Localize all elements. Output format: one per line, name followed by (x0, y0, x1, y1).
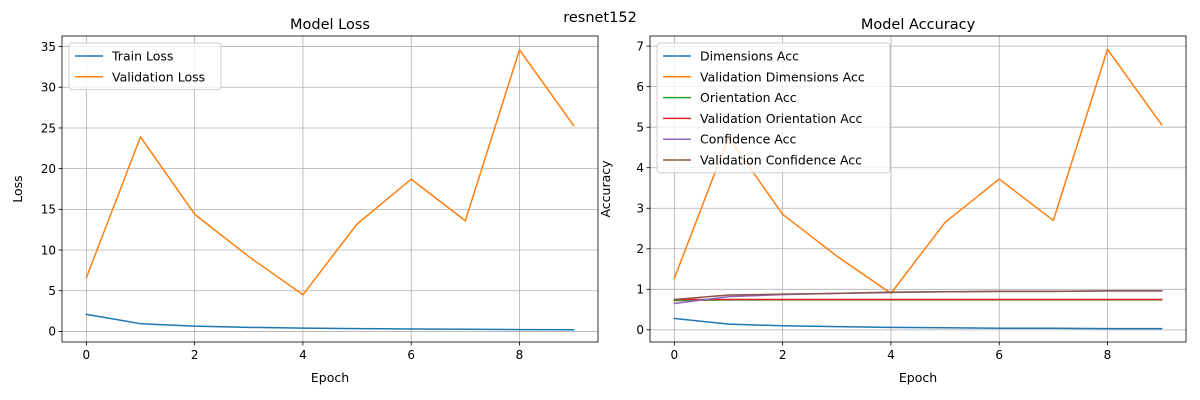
accuracy-x-tick-label: 4 (887, 348, 895, 362)
accuracy-y-tick-label: 2 (636, 242, 644, 256)
loss-y-tick-label: 20 (41, 162, 56, 176)
accuracy-x-axis-label: Epoch (899, 370, 937, 385)
accuracy-y-axis-label: Accuracy (598, 160, 613, 218)
accuracy-legend-label: Confidence Acc (700, 132, 796, 147)
accuracy-legend-label: Validation Orientation Acc (700, 111, 862, 126)
loss-series-line-train-loss (85, 313, 575, 331)
loss-y-tick-label: 30 (41, 81, 56, 95)
accuracy-y-tick-label: 0 (636, 323, 644, 337)
loss-x-tick-label: 8 (516, 348, 524, 362)
loss-axes-frame (61, 35, 599, 343)
accuracy-chart-title: Model Accuracy (861, 17, 976, 33)
accuracy-y-tick-label: 6 (636, 80, 644, 94)
loss-x-tick-label: 6 (407, 348, 415, 362)
accuracy-x-tick-label: 0 (671, 348, 679, 362)
loss-y-tick-label: 35 (41, 40, 56, 54)
loss-legend: Train Loss Validation Loss (68, 42, 222, 91)
accuracy-axes-frame (649, 35, 1187, 343)
loss-legend-frame (68, 42, 222, 91)
loss-chart: 0 2 4 6 8 0 5 10 15 20 25 30 35 Model Loss Epoch Loss Tr… (10, 17, 599, 385)
accuracy-chart: 0 2 4 6 8 0 1 2 3 4 5 6 7 Model Accuracy Epoch Accuracy… (598, 17, 1187, 385)
loss-x-tick-label: 4 (299, 348, 307, 362)
loss-legend-label: Validation Loss (112, 69, 205, 84)
loss-legend-label: Train Loss (111, 49, 173, 64)
loss-series-line-validation-loss (85, 49, 575, 296)
figure-suptitle: resnet152 (563, 10, 637, 26)
loss-x-tick-label: 0 (83, 348, 91, 362)
accuracy-y-tick-label: 4 (636, 161, 644, 175)
accuracy-legend-label: Validation Confidence Acc (700, 153, 862, 168)
accuracy-y-tick-label: 1 (636, 283, 644, 297)
accuracy-legend: Dimensions Acc Validation Dimensions Acc O… (656, 42, 891, 174)
accuracy-legend-label: Validation Dimensions Acc (700, 69, 865, 84)
loss-x-tick-label: 2 (191, 348, 199, 362)
accuracy-legend-frame (656, 42, 891, 174)
accuracy-x-tick-label: 6 (995, 348, 1003, 362)
accuracy-y-tick-label: 3 (636, 202, 644, 216)
accuracy-legend-label: Dimensions Acc (700, 49, 799, 64)
loss-y-axis-label: Loss (10, 175, 25, 202)
loss-chart-title: Model Loss (290, 17, 370, 33)
accuracy-series-line-dimensions-acc (673, 317, 1163, 330)
accuracy-x-tick-label: 2 (779, 348, 787, 362)
loss-y-tick-label: 5 (48, 284, 56, 298)
loss-y-tick-label: 15 (41, 203, 56, 217)
accuracy-legend-label: Orientation Acc (700, 90, 797, 105)
accuracy-y-tick-label: 5 (636, 120, 644, 134)
loss-y-tick-label: 10 (41, 243, 56, 257)
loss-y-tick-label: 0 (48, 325, 56, 339)
loss-x-axis-label: Epoch (311, 370, 349, 385)
accuracy-series-line-confidence-acc (673, 290, 1163, 305)
accuracy-y-tick-label: 7 (636, 39, 644, 53)
loss-y-tick-label: 25 (41, 121, 56, 135)
accuracy-series-line-validation-confidence-acc (673, 290, 1163, 301)
accuracy-series-line-validation-dimensions-acc (673, 48, 1163, 295)
accuracy-x-tick-label: 8 (1104, 348, 1112, 362)
